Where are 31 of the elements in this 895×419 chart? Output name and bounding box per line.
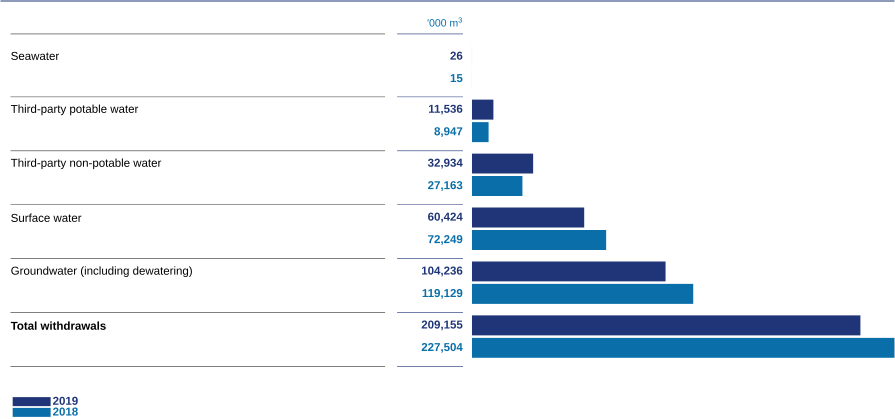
bar [472,261,666,282]
data-label: 32,934 [428,158,463,168]
data-label: 11,536 [429,104,462,114]
data-label: 26 [450,52,462,60]
bar [472,230,606,250]
data-label: 209,155 [422,320,462,330]
data-label: 15 [450,74,462,82]
data-label: 72,249 [428,234,462,245]
y-tick-label: Groundwater (including dewatering) [11,266,192,277]
legend-label: 2019 [53,396,78,405]
y-tick-label: Total withdrawals [10,321,106,330]
text: '000 m$^{3}$ [428,17,462,26]
bar [472,284,694,304]
data-label: 8,947 [434,127,462,137]
bar [472,122,489,142]
bar [472,153,534,174]
y-tick-label: Surface water [11,213,82,222]
bar [472,315,860,336]
bar [472,338,894,358]
data-label: 27,163 [428,181,462,191]
bar [472,207,584,228]
data-label: 104,236 [422,266,462,276]
y-tick-label: Third-party potable water [10,104,138,116]
data-label: 60,424 [428,212,463,222]
bar [472,176,522,196]
bar [472,100,494,120]
data-label: 227,504 [422,342,463,353]
legend-label: 2018 [53,407,78,416]
data-label: 119,129 [422,288,462,299]
y-tick-label: Seawater [11,52,60,60]
y-tick-label: Third-party non-potable water [10,158,162,170]
